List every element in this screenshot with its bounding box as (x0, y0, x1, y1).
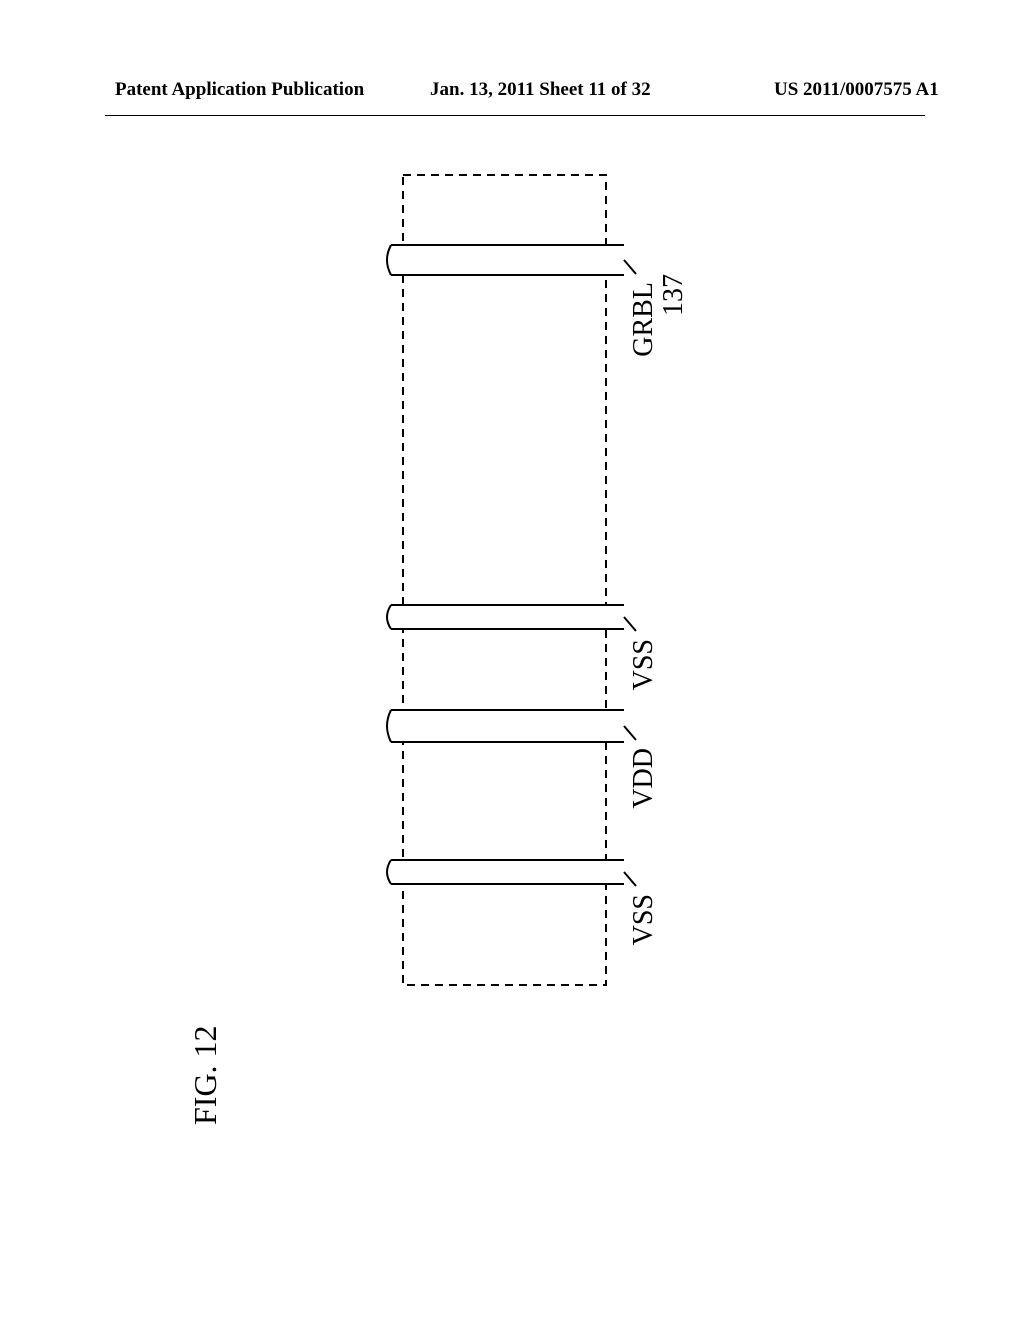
svg-text:137: 137 (658, 274, 689, 316)
header-center-text: Jan. 13, 2011 Sheet 11 of 32 (430, 79, 651, 101)
svg-text:VSS: VSS (628, 639, 659, 690)
header-right-text: US 2011/0007575 A1 (774, 79, 939, 101)
header-rule (105, 115, 925, 116)
header-left-text: Patent Application Publication (115, 79, 364, 101)
svg-text:VSS: VSS (628, 894, 659, 945)
diagram-svg: VSS VDD VSS GRBL137 (105, 150, 925, 1150)
svg-text:VDD: VDD (628, 748, 659, 809)
svg-text:GRBL: GRBL (628, 282, 659, 357)
patent-diagram: FIG. 12 VSSVDDVSSGRBL137 (105, 150, 925, 1150)
